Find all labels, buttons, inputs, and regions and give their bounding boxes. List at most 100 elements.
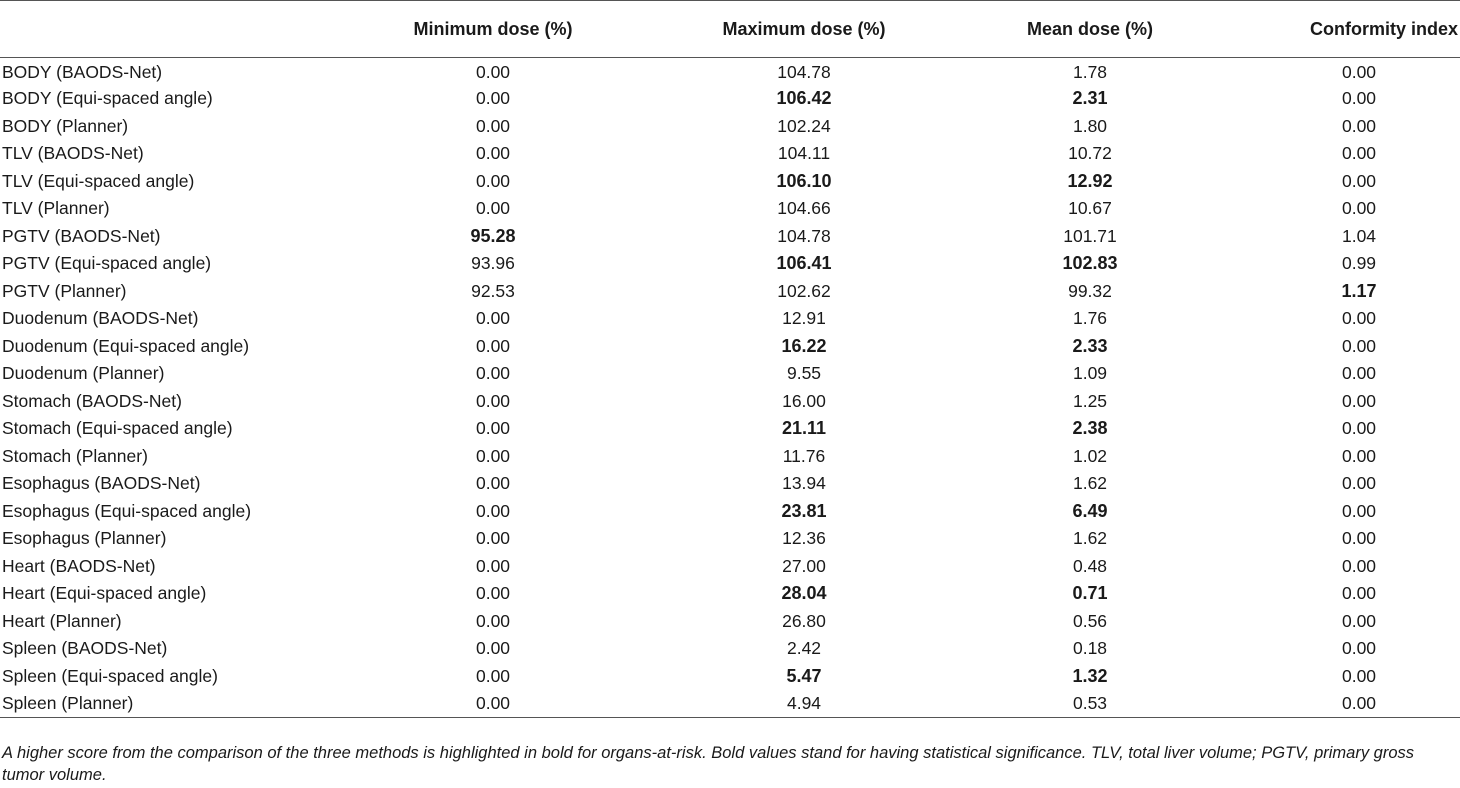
table-row: BODY (Planner) 0.00 102.24 1.80 0.00 [0, 113, 1460, 141]
cell-maximum-dose: 106.42 [776, 88, 832, 109]
cell-maximum-dose: 104.78 [777, 62, 831, 82]
cell-mean-dose: 1.02 [1072, 445, 1108, 466]
cell-mean-dose: 101.71 [1063, 225, 1117, 246]
cell-structure-name: Duodenum (BAODS-Net) [2, 308, 199, 329]
cell-structure-name: Stomach (Equi-spaced angle) [2, 418, 233, 439]
cell-conformity-index: 0.00 [1258, 690, 1460, 718]
cell-maximum-dose: 104.11 [777, 143, 831, 164]
cell-maximum-dose: 106.41 [776, 253, 832, 274]
cell-maximum-dose: 102.62 [777, 280, 831, 301]
table-row: TLV (BAODS-Net) 0.00 104.11 10.72 0.00 [0, 140, 1460, 168]
cell-mean-dose: 10.72 [1068, 143, 1112, 164]
cell-minimum-dose: 0.00 [475, 555, 511, 576]
cell-mean-dose: 0.56 [1072, 610, 1108, 631]
cell-structure-name: Spleen (BAODS-Net) [2, 638, 168, 659]
cell-structure-name: Duodenum (Equi-spaced angle) [2, 335, 250, 356]
table-row: Heart (BAODS-Net) 0.00 27.00 0.48 0.00 [0, 553, 1460, 581]
cell-structure-name: BODY (Equi-spaced angle) [2, 88, 213, 109]
table-row: Esophagus (Equi-spaced angle) 0.00 23.81 6.… [0, 498, 1460, 526]
cell-maximum-dose: 12.36 [782, 528, 826, 549]
cell-structure-name: Stomach (BAODS-Net) [2, 390, 182, 411]
table-row: BODY (BAODS-Net) 0.00 104.78 1.78 0.00 [0, 58, 1460, 86]
cell-minimum-dose: 0.00 [475, 445, 511, 466]
cell-mean-dose: 0.53 [922, 690, 1258, 718]
table-row: PGTV (Equi-spaced angle) 93.96 106.41 102.8… [0, 250, 1460, 278]
cell-minimum-dose: 0.00 [475, 88, 511, 109]
cell-mean-dose: 2.38 [1072, 418, 1108, 439]
cell-minimum-dose: 0.00 [475, 363, 511, 384]
cell-conformity-index: 0.00 [1341, 335, 1377, 356]
cell-minimum-dose: 0.00 [475, 638, 511, 659]
cell-conformity-index: 0.00 [1341, 390, 1377, 411]
cell-conformity-index: 0.00 [1341, 418, 1377, 439]
header-conformity-index: Conformity index [1258, 0, 1460, 58]
cell-minimum-dose: 0.00 [475, 115, 511, 136]
cell-mean-dose: 1.62 [1072, 473, 1108, 494]
table-row: Duodenum (Equi-spaced angle) 0.00 16.22 2.3… [0, 333, 1460, 361]
cell-minimum-dose: 0.00 [475, 528, 511, 549]
cell-conformity-index: 0.00 [1341, 528, 1377, 549]
cell-conformity-index: 1.17 [1341, 280, 1377, 301]
cell-maximum-dose: 104.66 [777, 198, 831, 219]
table-row: PGTV (Planner) 92.53 102.62 99.32 1.17 [0, 278, 1460, 306]
cell-minimum-dose: 0.00 [475, 583, 511, 604]
cell-minimum-dose: 0.00 [300, 690, 686, 718]
cell-mean-dose: 99.32 [1068, 280, 1112, 301]
table-row: Duodenum (BAODS-Net) 0.00 12.91 1.76 0.00 [0, 305, 1460, 333]
cell-maximum-dose: 28.04 [781, 583, 827, 604]
cell-minimum-dose: 0.00 [475, 500, 511, 521]
table-row: BODY (Equi-spaced angle) 0.00 106.42 2.31 0.… [0, 85, 1460, 113]
table-header: Minimum dose (%) Maximum dose (%) Mean d… [0, 0, 1460, 58]
cell-mean-dose: 0.48 [1072, 555, 1108, 576]
table-body: BODY (BAODS-Net) 0.00 104.78 1.78 0.00 BODY (… [0, 58, 1460, 718]
cell-conformity-index: 0.00 [1341, 198, 1377, 219]
cell-minimum-dose: 0.00 [475, 418, 511, 439]
cell-mean-dose: 1.80 [1072, 115, 1108, 136]
cell-maximum-dose: 104.78 [777, 225, 831, 246]
cell-conformity-index: 0.00 [1341, 62, 1377, 82]
cell-maximum-dose: 26.80 [782, 610, 826, 631]
cell-structure-name: PGTV (BAODS-Net) [2, 225, 161, 246]
cell-minimum-dose: 0.00 [475, 610, 511, 631]
cell-conformity-index: 0.00 [1341, 473, 1377, 494]
header-row: Minimum dose (%) Maximum dose (%) Mean d… [0, 0, 1460, 58]
cell-structure-name: TLV (Equi-spaced angle) [2, 170, 195, 191]
header-mean-dose: Mean dose (%) [922, 0, 1258, 58]
header-maximum-dose: Maximum dose (%) [686, 0, 922, 58]
cell-maximum-dose: 5.47 [786, 665, 822, 686]
cell-structure-name: TLV (BAODS-Net) [2, 143, 144, 164]
table-row: Spleen (BAODS-Net) 0.00 2.42 0.18 0.00 [0, 635, 1460, 663]
table-footnote: A higher score from the comparison of th… [2, 744, 1415, 784]
cell-maximum-dose: 12.91 [782, 308, 826, 329]
cell-conformity-index: 0.00 [1341, 308, 1377, 329]
table-row: Stomach (Equi-spaced angle) 0.00 21.11 2.38… [0, 415, 1460, 443]
cell-minimum-dose: 0.00 [475, 390, 511, 411]
cell-maximum-dose: 23.81 [781, 500, 827, 521]
cell-minimum-dose: 0.00 [475, 473, 511, 494]
table-row: TLV (Equi-spaced angle) 0.00 106.10 12.92 0.… [0, 168, 1460, 196]
cell-minimum-dose: 0.00 [475, 170, 511, 191]
cell-conformity-index: 0.00 [1341, 665, 1377, 686]
cell-mean-dose: 102.83 [1062, 253, 1118, 274]
cell-structure-name: TLV (Planner) [2, 198, 110, 219]
cell-minimum-dose: 0.00 [475, 198, 511, 219]
cell-conformity-index: 1.04 [1341, 225, 1377, 246]
cell-mean-dose: 1.32 [1072, 665, 1108, 686]
cell-conformity-index: 0.00 [1341, 500, 1377, 521]
cell-mean-dose: 12.92 [1067, 170, 1113, 191]
cell-minimum-dose: 93.96 [471, 253, 515, 274]
table-row: PGTV (BAODS-Net) 95.28 104.78 101.71 1.04 [0, 223, 1460, 251]
cell-conformity-index: 0.00 [1341, 115, 1377, 136]
cell-minimum-dose: 0.00 [475, 308, 511, 329]
cell-structure-name: PGTV (Planner) [2, 280, 127, 301]
cell-mean-dose: 0.71 [1072, 583, 1108, 604]
table-row: Duodenum (Planner) 0.00 9.55 1.09 0.00 [0, 360, 1460, 388]
cell-mean-dose: 1.25 [1072, 390, 1108, 411]
cell-maximum-dose: 106.10 [776, 170, 832, 191]
cell-maximum-dose: 11.76 [782, 445, 826, 466]
cell-minimum-dose: 92.53 [471, 280, 515, 301]
cell-conformity-index: 0.00 [1341, 88, 1377, 109]
header-minimum-dose: Minimum dose (%) [300, 0, 686, 58]
cell-minimum-dose: 0.00 [475, 143, 511, 164]
